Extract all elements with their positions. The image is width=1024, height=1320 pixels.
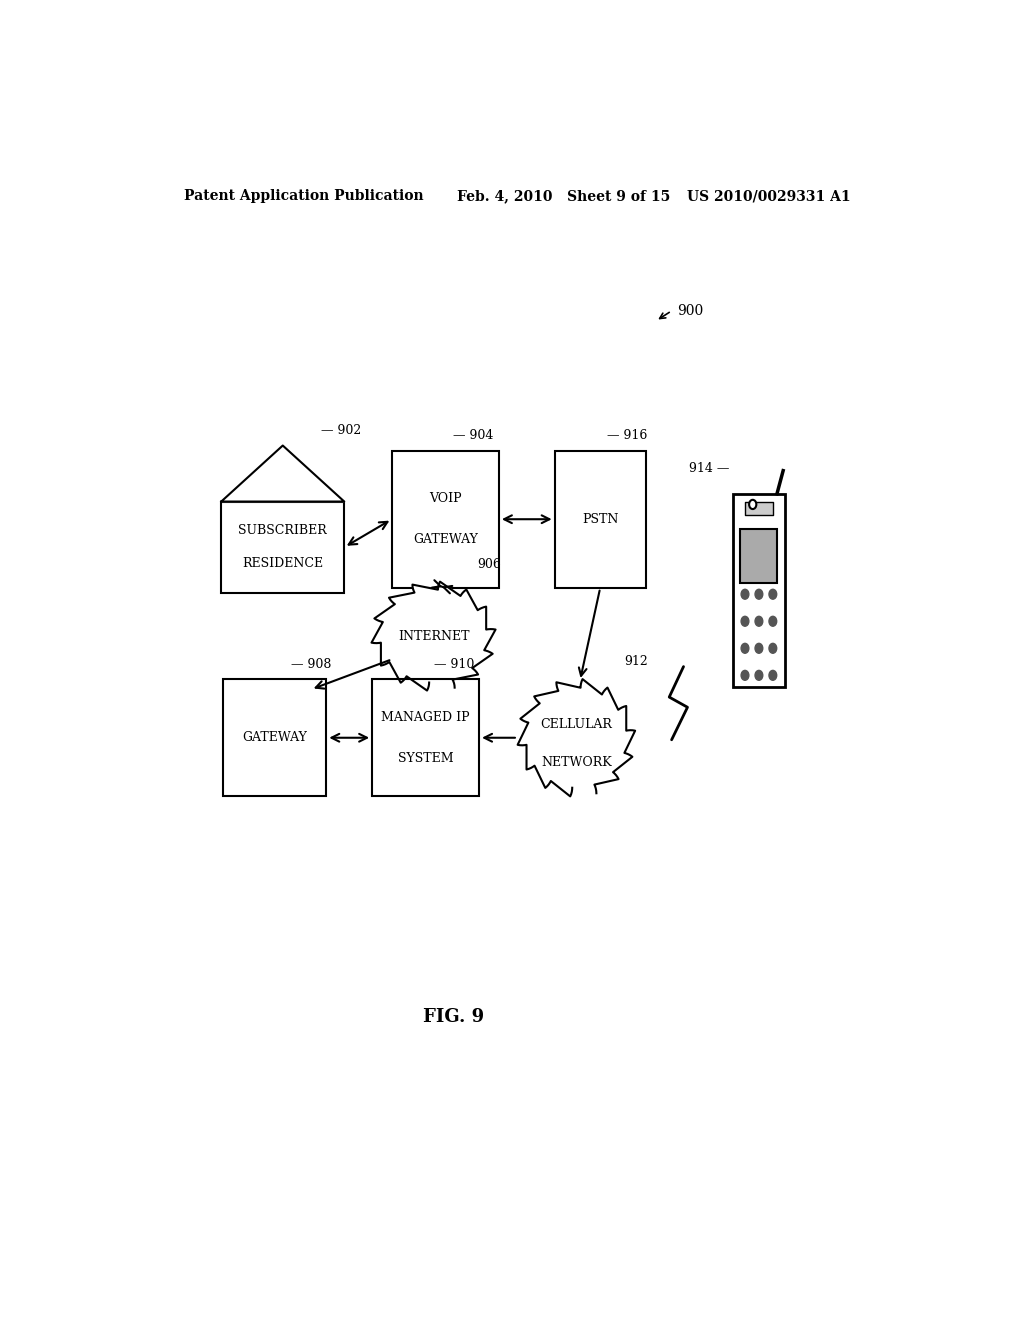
Circle shape [741, 643, 749, 653]
Text: — 902: — 902 [321, 424, 361, 437]
Bar [740, 528, 777, 582]
Text: SYSTEM: SYSTEM [397, 751, 454, 764]
Bar [555, 450, 646, 587]
Circle shape [769, 643, 777, 653]
Circle shape [741, 589, 749, 599]
Circle shape [769, 589, 777, 599]
Text: 906: 906 [477, 558, 501, 572]
Circle shape [755, 643, 763, 653]
Text: SUBSCRIBER: SUBSCRIBER [239, 524, 327, 537]
Text: US 2010/0029331 A1: US 2010/0029331 A1 [687, 189, 851, 203]
Text: MANAGED IP: MANAGED IP [381, 711, 470, 723]
Text: — 916: — 916 [606, 429, 647, 442]
Text: GATEWAY: GATEWAY [243, 731, 307, 744]
Text: Patent Application Publication: Patent Application Publication [183, 189, 423, 203]
Text: — 910: — 910 [433, 657, 474, 671]
Text: FIG. 9: FIG. 9 [423, 1008, 484, 1026]
Bar [223, 680, 327, 796]
Text: PSTN: PSTN [582, 512, 618, 525]
Circle shape [755, 671, 763, 680]
Circle shape [741, 616, 749, 626]
Bar [372, 680, 479, 796]
Text: NETWORK: NETWORK [541, 756, 611, 770]
Text: CELLULAR: CELLULAR [541, 718, 612, 731]
Text: INTERNET: INTERNET [397, 630, 469, 643]
Bar [392, 450, 499, 587]
Text: GATEWAY: GATEWAY [413, 533, 478, 546]
Text: 912: 912 [624, 655, 648, 668]
Polygon shape [372, 582, 496, 690]
Circle shape [741, 671, 749, 680]
Text: Feb. 4, 2010   Sheet 9 of 15: Feb. 4, 2010 Sheet 9 of 15 [458, 189, 671, 203]
Circle shape [755, 589, 763, 599]
Text: — 904: — 904 [454, 429, 494, 442]
Text: VOIP: VOIP [429, 492, 462, 506]
Text: 900: 900 [677, 304, 703, 318]
Text: 914 —: 914 — [689, 462, 730, 475]
Circle shape [769, 671, 777, 680]
Bar [733, 494, 784, 686]
Bar [744, 502, 773, 515]
Text: — 908: — 908 [291, 657, 331, 671]
Circle shape [769, 616, 777, 626]
Bar [221, 502, 344, 593]
Polygon shape [221, 446, 344, 502]
Polygon shape [517, 678, 635, 796]
Circle shape [755, 616, 763, 626]
Text: RESIDENCE: RESIDENCE [243, 557, 324, 570]
Circle shape [750, 500, 757, 510]
